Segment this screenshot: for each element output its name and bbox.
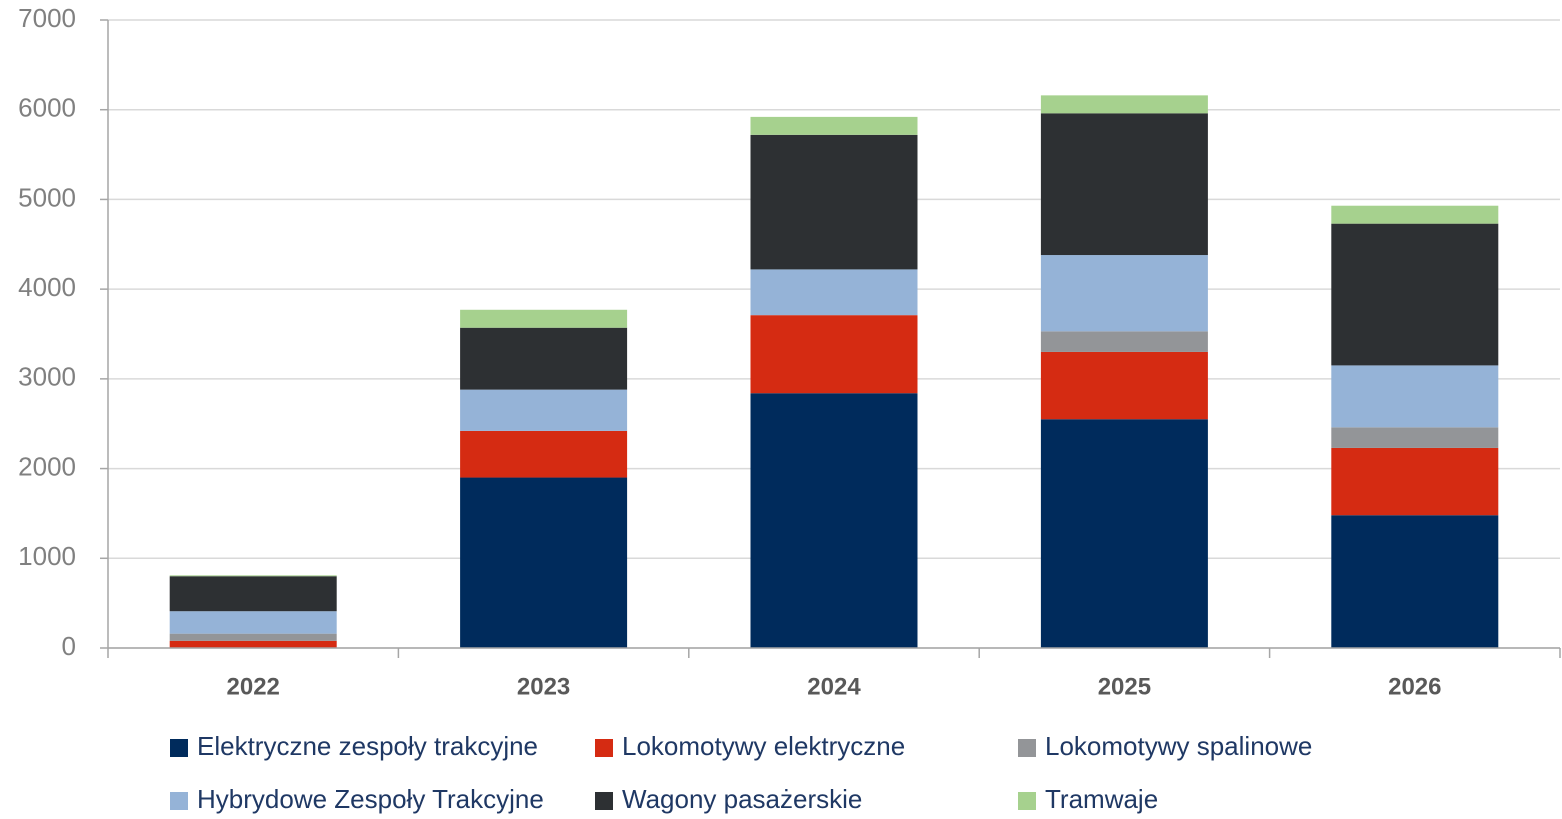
bar-segment	[169, 640, 337, 648]
x-tick-label: 2023	[517, 673, 570, 700]
bar-segment	[460, 477, 628, 648]
legend-swatch	[595, 739, 613, 757]
legend-label: Lokomotywy elektryczne	[622, 731, 905, 761]
bar-segment	[1040, 113, 1208, 256]
bar-segment	[1040, 95, 1208, 114]
x-tick-label: 2025	[1098, 673, 1151, 700]
legend-swatch	[595, 792, 613, 810]
x-tick-label: 2022	[227, 673, 280, 700]
bar-segment	[1331, 223, 1499, 366]
bar-segment	[1040, 419, 1208, 648]
bar-segment	[460, 389, 628, 431]
bar-segment	[1331, 427, 1499, 448]
y-tick-label: 6000	[18, 93, 76, 123]
bar-segment	[750, 393, 918, 648]
bar-segment	[1040, 255, 1208, 332]
bar-segment	[750, 315, 918, 394]
bar-segment	[169, 575, 337, 577]
x-tick-label: 2024	[807, 673, 861, 700]
y-tick-label: 7000	[18, 3, 76, 33]
bar-segment	[750, 269, 918, 316]
bar-segment	[1331, 447, 1499, 516]
legend-label: Wagony pasażerskie	[622, 784, 862, 814]
bar-segment	[750, 116, 918, 135]
legend-label: Lokomotywy spalinowe	[1045, 731, 1312, 761]
bar-segment	[1331, 205, 1499, 224]
bar-segment	[169, 633, 337, 641]
y-tick-label: 3000	[18, 362, 76, 392]
legend-label: Tramwaje	[1045, 784, 1158, 814]
legend-swatch	[170, 792, 188, 810]
y-tick-label: 0	[62, 631, 76, 661]
bar-segment	[1331, 365, 1499, 428]
bar-segment	[460, 430, 628, 478]
legend-swatch	[1018, 792, 1036, 810]
y-tick-label: 1000	[18, 541, 76, 571]
y-tick-label: 2000	[18, 451, 76, 481]
bar-segment	[460, 327, 628, 390]
bar-segment	[1331, 515, 1499, 648]
y-tick-label: 5000	[18, 182, 76, 212]
bar-segment	[1040, 351, 1208, 420]
bar-segment	[750, 134, 918, 270]
legend-label: Hybrydowe Zespoły Trakcyjne	[197, 784, 544, 814]
y-tick-label: 4000	[18, 272, 76, 302]
x-tick-label: 2026	[1388, 673, 1441, 700]
legend-swatch	[1018, 739, 1036, 757]
bar-segment	[169, 611, 337, 634]
bar-segment	[1040, 331, 1208, 352]
legend-swatch	[170, 739, 188, 757]
bar-segment	[169, 576, 337, 612]
legend-label: Elektryczne zespoły trakcyjne	[197, 731, 538, 761]
bar-segment	[460, 309, 628, 328]
